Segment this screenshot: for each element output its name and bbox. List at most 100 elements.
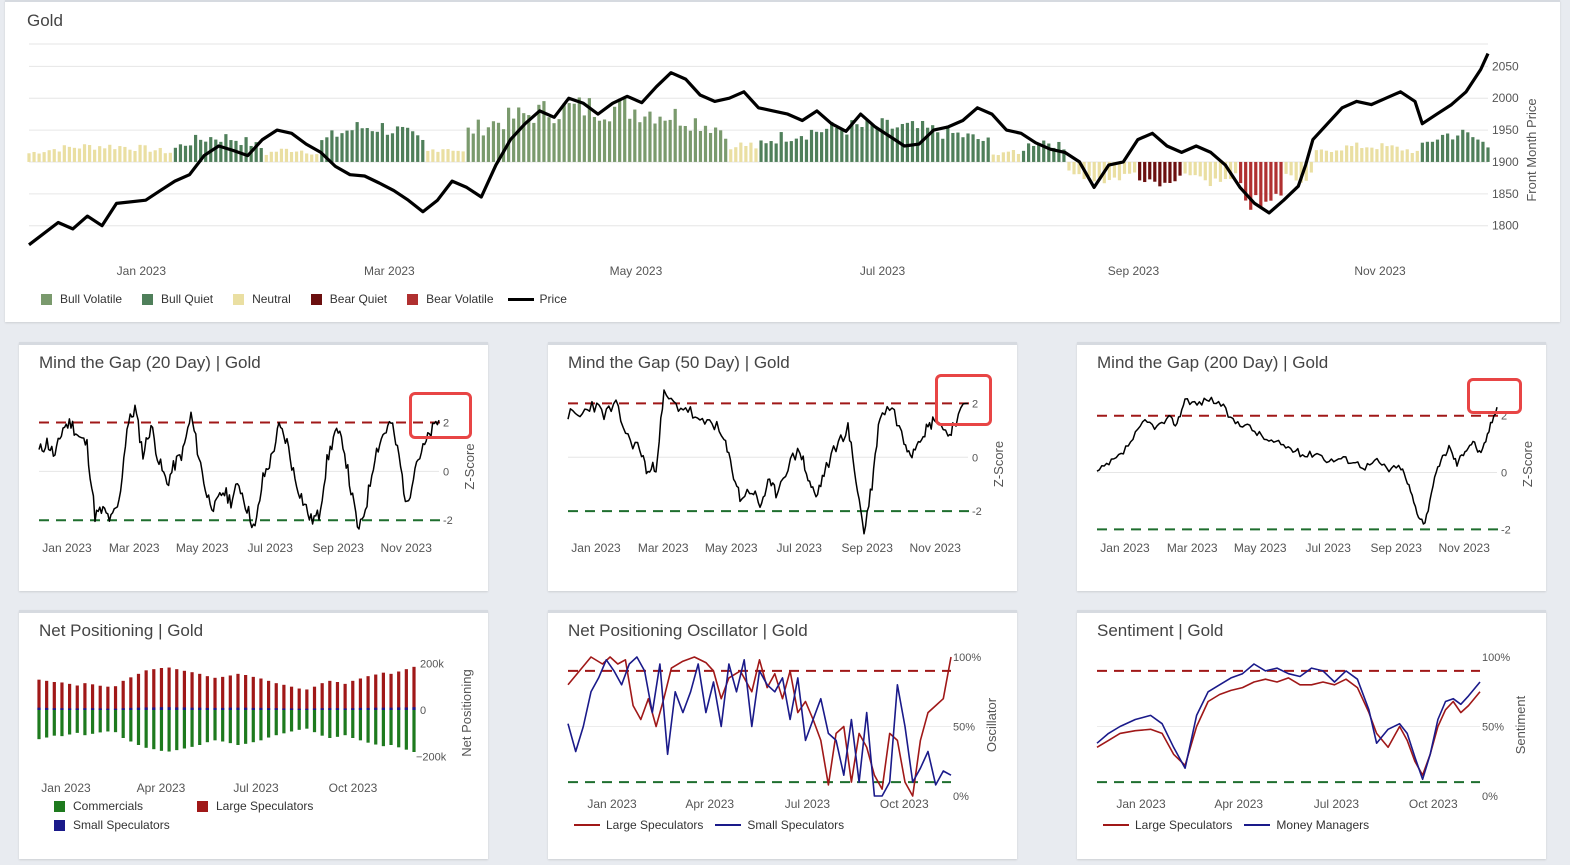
commercials-bar xyxy=(374,710,378,745)
main-regime-bar xyxy=(481,135,485,162)
gap200-highlight-box xyxy=(1467,378,1522,414)
main-regime-bar xyxy=(57,151,61,162)
main-regime-bar xyxy=(1435,139,1440,162)
sentiment-legend-money-managers[interactable]: Money Managers xyxy=(1276,818,1370,832)
commercials-bar xyxy=(75,710,79,733)
netpos-legend-large-speculators[interactable]: Large Speculators xyxy=(197,799,313,813)
npo-small-speculators-line xyxy=(567,656,952,797)
main-regime-bar xyxy=(1405,149,1409,162)
gap200-x-tick: Nov 2023 xyxy=(1439,541,1491,555)
legend-swatch-bull-quiet xyxy=(142,293,154,305)
main-regime-bar xyxy=(880,118,884,162)
npo-x-tick: Oct 2023 xyxy=(880,797,929,811)
gap200-y-tick: 2 xyxy=(1501,411,1507,423)
legend-price[interactable]: Price xyxy=(539,292,567,306)
main-regime-bar xyxy=(1067,161,1071,171)
main-regime-bar xyxy=(986,137,990,162)
large-speculators-bar xyxy=(259,678,263,710)
main-regime-bar xyxy=(1239,161,1243,184)
main-regime-bar xyxy=(713,127,718,162)
main-regime-bar xyxy=(1481,141,1485,162)
main-regime-bar xyxy=(340,133,344,162)
legend-bear-volatile[interactable]: Bear Volatile xyxy=(426,292,494,306)
main-regime-bar xyxy=(400,126,405,162)
large-speculators-bar xyxy=(305,689,309,710)
small-speculators-bar xyxy=(167,707,171,710)
sentiment-title: Sentiment | Gold xyxy=(1097,621,1224,640)
main-regime-bar xyxy=(658,116,662,162)
legend-neutral[interactable]: Neutral xyxy=(252,292,291,306)
legend-swatch-small-speculators xyxy=(54,819,65,831)
main-regime-bar xyxy=(623,98,627,162)
main-regime-bar xyxy=(910,121,915,162)
main-regime-bar xyxy=(517,107,521,162)
gap50-chart: 2 0 -2 Z-Score Jan 2023 Mar 2023 May 2023 Jul 2… xyxy=(567,389,1006,555)
main-regime-bar xyxy=(633,109,637,162)
legend-bull-volatile[interactable]: Bull Volatile xyxy=(60,292,123,306)
main-regime-bar xyxy=(1047,143,1051,162)
small-speculators-bar xyxy=(136,707,141,710)
main-regime-bar xyxy=(1380,143,1384,162)
commercials-bar xyxy=(45,710,49,738)
npo-legend-large-speculators[interactable]: Large Speculators xyxy=(606,818,704,832)
large-speculators-bar xyxy=(152,669,156,710)
main-y-tick: 1900 xyxy=(1492,155,1519,169)
npo-legend-small-speculators[interactable]: Small Speculators xyxy=(747,818,845,832)
main-regime-bar xyxy=(1370,147,1374,162)
commercials-bar xyxy=(328,710,332,738)
gap20-x-tick: May 2023 xyxy=(176,541,229,555)
gap50-zscore-line xyxy=(567,389,969,535)
main-regime-bar xyxy=(269,151,273,162)
main-regime-bar xyxy=(971,134,975,162)
main-regime-bar xyxy=(1153,161,1157,182)
netpos-title: Net Positioning | Gold xyxy=(39,621,204,640)
main-regime-bar xyxy=(744,145,748,162)
main-regime-bar xyxy=(1138,161,1142,181)
commercials-bar xyxy=(37,710,41,740)
main-regime-bar xyxy=(936,132,940,162)
gap20-y-tick: -2 xyxy=(443,515,453,527)
main-regime-bar xyxy=(188,145,193,162)
netpos-legend-small-speculators[interactable]: Small Speculators xyxy=(54,818,170,832)
main-x-tick: Jul 2023 xyxy=(860,264,906,278)
commercials-bar xyxy=(274,710,278,736)
gap20-x-tick: Mar 2023 xyxy=(109,541,160,555)
main-regime-bar xyxy=(441,149,445,162)
main-regime-bar xyxy=(133,150,137,162)
netpos-legend-commercials[interactable]: Commercials xyxy=(54,799,143,813)
large-speculators-bar xyxy=(320,683,324,710)
main-regime-bar xyxy=(128,149,132,162)
main-regime-bar xyxy=(946,125,950,162)
main-regime-bar xyxy=(759,140,763,162)
main-regime-bar xyxy=(1350,146,1354,162)
commercials-bar xyxy=(90,710,95,734)
small-speculators-bar xyxy=(159,707,164,710)
main-regime-bar xyxy=(1259,161,1263,209)
commercials-bar xyxy=(397,710,401,748)
main-y-tick: 1950 xyxy=(1492,123,1519,137)
small-speculators-bar xyxy=(266,708,271,710)
main-regime-bar xyxy=(456,150,460,162)
main-regime-bar xyxy=(749,142,753,162)
legend-bull-quiet[interactable]: Bull Quiet xyxy=(161,292,214,306)
small-speculators-bar xyxy=(152,707,156,710)
legend-bear-quiet[interactable]: Bear Quiet xyxy=(329,292,388,306)
sentiment-y-tick: 50% xyxy=(1482,722,1504,734)
main-regime-bar xyxy=(325,137,329,162)
legend-line-small-speculators xyxy=(715,824,742,826)
main-regime-bar xyxy=(814,131,819,162)
main-regime-bar xyxy=(587,98,591,162)
small-speculators-bar xyxy=(236,707,240,710)
large-speculators-bar xyxy=(98,685,102,710)
main-regime-bar xyxy=(421,139,425,162)
large-speculators-bar xyxy=(335,682,340,710)
main-regime-bar xyxy=(1466,132,1470,162)
sentiment-legend-large-speculators[interactable]: Large Speculators xyxy=(1135,818,1233,832)
large-speculators-bar xyxy=(213,677,217,710)
main-regime-bar xyxy=(663,120,667,162)
commercials-bar xyxy=(305,710,309,729)
main-regime-bar xyxy=(461,151,465,162)
commercials-bar xyxy=(236,710,240,745)
npo-x-tick: Apr 2023 xyxy=(685,797,734,811)
commercials-bar xyxy=(159,710,164,751)
